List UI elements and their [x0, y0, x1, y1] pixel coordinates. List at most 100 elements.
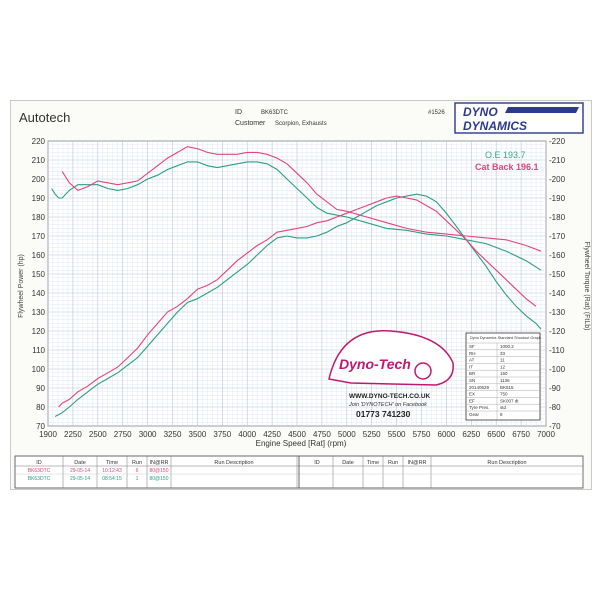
x-tick-label: 7000 — [537, 430, 555, 439]
info-panel-title: Dyno Dynamics Standard Shootout Graph — [470, 336, 541, 340]
dyno-tech-logo-text: Dyno-Tech — [339, 356, 411, 372]
y-left-tick-label: 220 — [32, 137, 46, 146]
x-tick-label: 6500 — [487, 430, 505, 439]
x-tick-label: 4000 — [238, 430, 256, 439]
table-cell: BK63DTC — [28, 476, 51, 482]
info-row-value: BK515 — [500, 385, 514, 390]
y-axis-left-ticks: 70 80 90 100 110 120 130 140 150 160 170 180 190 200 2… — [32, 137, 46, 431]
x-tick-label: 3250 — [164, 430, 182, 439]
table-cell: 10:12:43 — [102, 468, 122, 474]
y-left-tick-label: 160 — [32, 251, 46, 260]
x-tick-label: 2250 — [64, 430, 82, 439]
x-tick-label: 3500 — [189, 430, 207, 439]
id-label: ID — [235, 109, 242, 116]
y-left-tick-label: 140 — [32, 289, 46, 298]
logo-top-text: DYNO — [463, 105, 498, 119]
table-cell: 1 — [136, 476, 139, 482]
info-panel: Dyno Dynamics Standard Shootout Graph SF… — [465, 332, 541, 421]
info-row-value: 750 — [500, 392, 508, 397]
info-row-key: AT — [469, 358, 475, 363]
info-row-value: 11 — [500, 358, 505, 363]
info-row-key: SN — [469, 378, 475, 383]
table-cell: BK63DTC — [28, 468, 51, 474]
customer-value: Scorpion, Exhausts — [275, 121, 327, 127]
y-left-tick-label: 150 — [32, 270, 46, 279]
x-tick-label: 2500 — [89, 430, 107, 439]
wheel-icon — [414, 362, 432, 380]
table-cell: 29-05-14 — [70, 476, 90, 482]
table-header-cell: ID — [36, 460, 42, 466]
y-axis-right-ticks: -70 -80 -90 -100 -110 -120 -130 -140 -150 -160 -17… — [549, 137, 566, 431]
table-header-cell: Date — [342, 460, 354, 466]
x-tick-label: 4250 — [263, 430, 281, 439]
info-row-key: RH — [469, 351, 476, 356]
ref-number: #1526 — [428, 110, 445, 116]
oe-torque-line — [51, 161, 542, 271]
cat-back-power-line — [58, 195, 537, 408]
x-axis-label: Engine Speed [Rat] (rpm) — [256, 439, 347, 448]
y-axis-right-label: Flywheel Torque (Rat) (FtLb) — [583, 242, 590, 331]
legend-entry-oe: O.E 193.7 — [485, 150, 526, 160]
y-right-tick-label: -170 — [549, 232, 566, 241]
x-tick-label: 5000 — [338, 430, 356, 439]
info-row-key: BR — [469, 371, 476, 376]
table-header-cell: Run Description — [487, 460, 526, 466]
badge-facebook: Join 'DYNOTECH' on Facebook — [348, 402, 427, 408]
y-left-tick-label: 190 — [32, 194, 46, 203]
x-tick-label: 2750 — [114, 430, 132, 439]
info-row-value: 8 — [500, 412, 503, 417]
info-row-key: SF — [469, 344, 475, 349]
info-row-key: Gear — [469, 412, 480, 417]
x-tick-label: 4500 — [288, 430, 306, 439]
y-left-tick-label: 120 — [32, 327, 46, 336]
dyno-tech-badge: Dyno-Tech WWW.DYNO-TECH.CO.UK Join 'DYNO… — [328, 330, 454, 419]
logo-bottom-text: DYNAMICS — [463, 119, 527, 133]
info-row-key: Tyre Pres. — [469, 405, 490, 410]
y-left-tick-label: 130 — [32, 308, 46, 317]
y-right-tick-label: -100 — [549, 365, 566, 374]
y-left-tick-label: 210 — [32, 156, 46, 165]
badge-website: WWW.DYNO-TECH.CO.UK — [349, 393, 431, 400]
y-left-tick-label: 80 — [36, 403, 45, 412]
customer-label: Customer — [235, 120, 266, 127]
y-left-tick-label: 100 — [32, 365, 46, 374]
dyno-dynamics-logo: DYNO DYNAMICS — [454, 102, 584, 134]
chart-series — [51, 146, 542, 417]
table-cell: 6 — [136, 468, 139, 474]
x-tick-label: 6750 — [512, 430, 530, 439]
table-header-cell: Run — [388, 460, 398, 466]
y-right-tick-label: -70 — [549, 422, 561, 431]
y-right-tick-label: -150 — [549, 270, 566, 279]
table-header-cell: ID — [314, 460, 320, 466]
runs-table: ID Date Time Run IN@RR Run Description ID Date T… — [14, 455, 584, 489]
x-tick-label: 6000 — [438, 430, 456, 439]
table-cell: 80@150 — [150, 468, 169, 474]
x-tick-label: 3750 — [213, 430, 231, 439]
x-tick-label: 5250 — [363, 430, 381, 439]
table-cell: 29-05-14 — [70, 468, 90, 474]
info-row-value: 1000.2 — [500, 344, 514, 349]
y-right-tick-label: -160 — [549, 251, 566, 260]
y-right-tick-label: -90 — [549, 384, 561, 393]
brand-title: Autotech — [19, 110, 70, 125]
info-row-key: EX — [469, 392, 475, 397]
x-tick-label: 5500 — [388, 430, 406, 439]
y-left-tick-label: 90 — [36, 384, 45, 393]
info-row-key: EF — [469, 398, 475, 403]
table-header-cell: Time — [106, 460, 118, 466]
y-right-tick-label: -130 — [549, 308, 566, 317]
oe-power-line — [54, 193, 542, 417]
x-tick-label: 1900 — [39, 430, 57, 439]
id-value: BK63DTC — [261, 110, 289, 116]
x-tick-label: 6250 — [462, 430, 480, 439]
info-row-value: 12 — [500, 364, 506, 369]
info-row-value: 1136 — [500, 378, 510, 383]
y-right-tick-label: -210 — [549, 156, 566, 165]
y-right-tick-label: -180 — [549, 213, 566, 222]
table-header-cell: Time — [367, 460, 379, 466]
x-tick-label: 3000 — [139, 430, 157, 439]
x-tick-label: 4750 — [313, 430, 331, 439]
y-left-tick-label: 70 — [36, 422, 45, 431]
badge-phone: 01773 741230 — [356, 409, 411, 419]
y-left-tick-label: 180 — [32, 213, 46, 222]
